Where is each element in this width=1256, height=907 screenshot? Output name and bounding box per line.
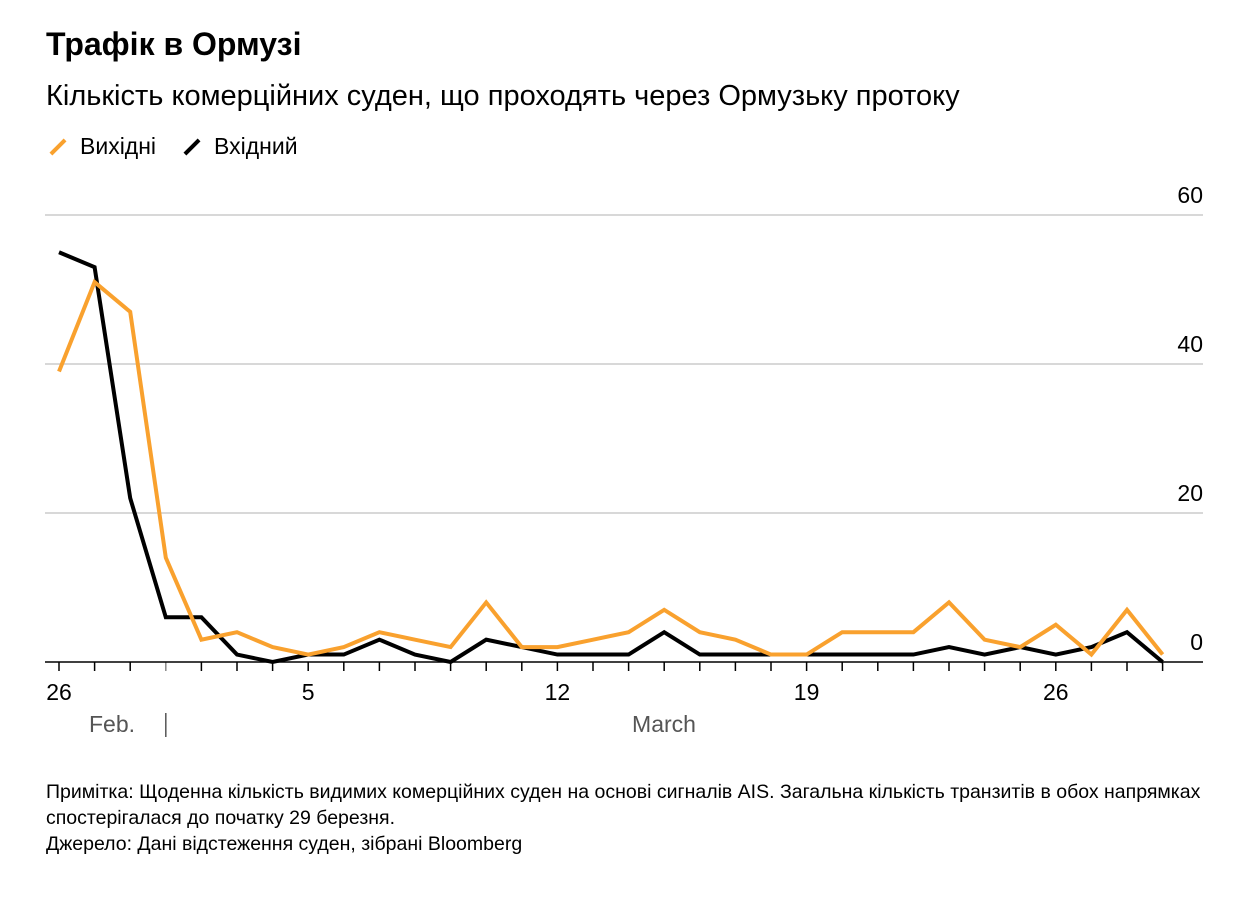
y-tick-label: 60 xyxy=(1177,182,1203,208)
x-tick-label: 26 xyxy=(1043,679,1069,705)
chart-subtitle: Кількість комерційних суден, що проходят… xyxy=(46,80,960,112)
legend-item-outbound: Вихідні xyxy=(46,133,156,160)
legend-label: Вихідні xyxy=(80,133,157,159)
x-tick-label: 5 xyxy=(302,679,315,705)
source-text: Джерело: Дані відстеження суден, зібрані… xyxy=(46,833,523,855)
series-line-inbound xyxy=(58,250,1164,665)
x-tick-label: 19 xyxy=(794,679,820,705)
legend-label: Вхідний xyxy=(214,133,298,159)
legend-item-inbound: Вхідний xyxy=(180,133,298,160)
note-text: Примітка: Щоденна кількість видимих коме… xyxy=(46,781,1201,829)
x-tick-label: 12 xyxy=(545,679,571,705)
chart-notes: Примітка: Щоденна кількість видимих коме… xyxy=(46,779,1216,857)
y-tick-label: 20 xyxy=(1177,480,1203,506)
y-tick-label: 40 xyxy=(1177,331,1203,357)
line-chart: 0 20 40 60 26 5 12 19 26 Feb. March xyxy=(45,182,1203,737)
x-tick-label: 26 xyxy=(46,679,72,705)
series-line-outbound xyxy=(57,278,1165,658)
month-label-march: March xyxy=(632,711,696,737)
chart-title: Трафік в Ормузі xyxy=(46,26,302,62)
month-label-feb: Feb. xyxy=(89,711,135,737)
legend: Вихідні Вхідний xyxy=(46,133,322,160)
y-tick-label: 0 xyxy=(1190,629,1203,655)
